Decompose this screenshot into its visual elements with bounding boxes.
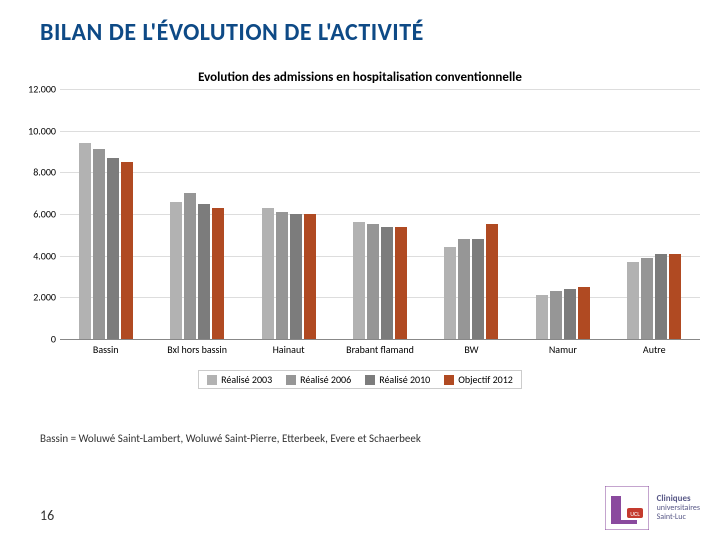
bar (79, 143, 91, 339)
slide: BILAN DE L'ÉVOLUTION DE L'ACTIVITÉ Evolu… (0, 0, 720, 540)
bar (381, 227, 393, 340)
legend-item: Réalisé 2006 (286, 373, 351, 386)
brand-text: Cliniques universitaires Saint-Luc (657, 494, 700, 521)
bar-group (444, 224, 498, 339)
y-tick-label: 10.000 (18, 124, 56, 137)
chart-title: Evolution des admissions en hospitalisat… (20, 70, 700, 85)
brand-ucl-text: UCL (630, 510, 640, 518)
bar (353, 222, 365, 339)
bar-group (353, 222, 407, 339)
x-category-label: Bassin (93, 343, 119, 356)
bar (536, 295, 548, 339)
bar (641, 258, 653, 339)
page-number: 16 (40, 507, 54, 524)
bar (627, 262, 639, 339)
footnote-text: Bassin = Woluwé Saint-Lambert, Woluwé Sa… (40, 432, 421, 445)
x-category-label: Hainaut (273, 343, 305, 356)
bar (367, 224, 379, 339)
bar (121, 162, 133, 339)
bar-group (262, 208, 316, 339)
x-category-label: Autre (643, 343, 666, 356)
bar-group (170, 193, 224, 339)
bar (669, 254, 681, 339)
x-category-label: BW (464, 343, 478, 356)
x-category-label: Namur (549, 343, 577, 356)
chart-container: Evolution des admissions en hospitalisat… (20, 70, 700, 410)
chart-legend: Réalisé 2003 Réalisé 2006 Réalisé 2010 Obje… (198, 370, 522, 389)
y-tick-label: 8.000 (18, 166, 56, 179)
bar (486, 224, 498, 339)
bar (458, 239, 470, 339)
legend-label: Réalisé 2010 (379, 373, 430, 386)
gridline (60, 172, 700, 173)
gridline (60, 131, 700, 132)
legend-item: Objectif 2012 (444, 373, 513, 386)
legend-item: Réalisé 2003 (207, 373, 272, 386)
bar (304, 214, 316, 339)
y-tick-label: 4.000 (18, 249, 56, 262)
bar (212, 208, 224, 339)
bar (444, 247, 456, 339)
y-tick-label: 6.000 (18, 208, 56, 221)
y-tick-label: 0 (18, 333, 56, 346)
x-category-label: Bxl hors bassin (167, 343, 227, 356)
gridline (60, 89, 700, 90)
y-tick-label: 2.000 (18, 291, 56, 304)
bar (170, 202, 182, 340)
x-category-label: Brabant flamand (346, 343, 414, 356)
legend-item: Réalisé 2010 (365, 373, 430, 386)
bar-group (79, 143, 133, 339)
bar (107, 158, 119, 339)
legend-label: Réalisé 2003 (221, 373, 272, 386)
bar (655, 254, 667, 339)
legend-swatch-icon (286, 375, 296, 385)
bar (550, 291, 562, 339)
bar (262, 208, 274, 339)
bar-group (536, 287, 590, 339)
bar (184, 193, 196, 339)
bar (93, 149, 105, 339)
bar (395, 227, 407, 340)
legend-swatch-icon (207, 375, 217, 385)
y-tick-label: 12.000 (18, 83, 56, 96)
legend-label: Objectif 2012 (458, 373, 513, 386)
bar (290, 214, 302, 339)
legend-swatch-icon (444, 375, 454, 385)
bar (276, 212, 288, 339)
bar-group (627, 254, 681, 339)
legend-label: Réalisé 2006 (300, 373, 351, 386)
legend-swatch-icon (365, 375, 375, 385)
bar (472, 239, 484, 339)
bar (198, 204, 210, 339)
gridline (60, 214, 700, 215)
chart-plot-area: 02.0004.0006.0008.00010.00012.000BassinB… (60, 89, 700, 340)
bar (578, 287, 590, 339)
slide-title: BILAN DE L'ÉVOLUTION DE L'ACTIVITÉ (40, 18, 424, 47)
footer-brand: UCL Cliniques universitaires Saint-Luc (605, 486, 700, 530)
brand-logo-icon: UCL (605, 486, 649, 530)
brand-line3: Saint-Luc (657, 512, 686, 522)
bar (564, 289, 576, 339)
